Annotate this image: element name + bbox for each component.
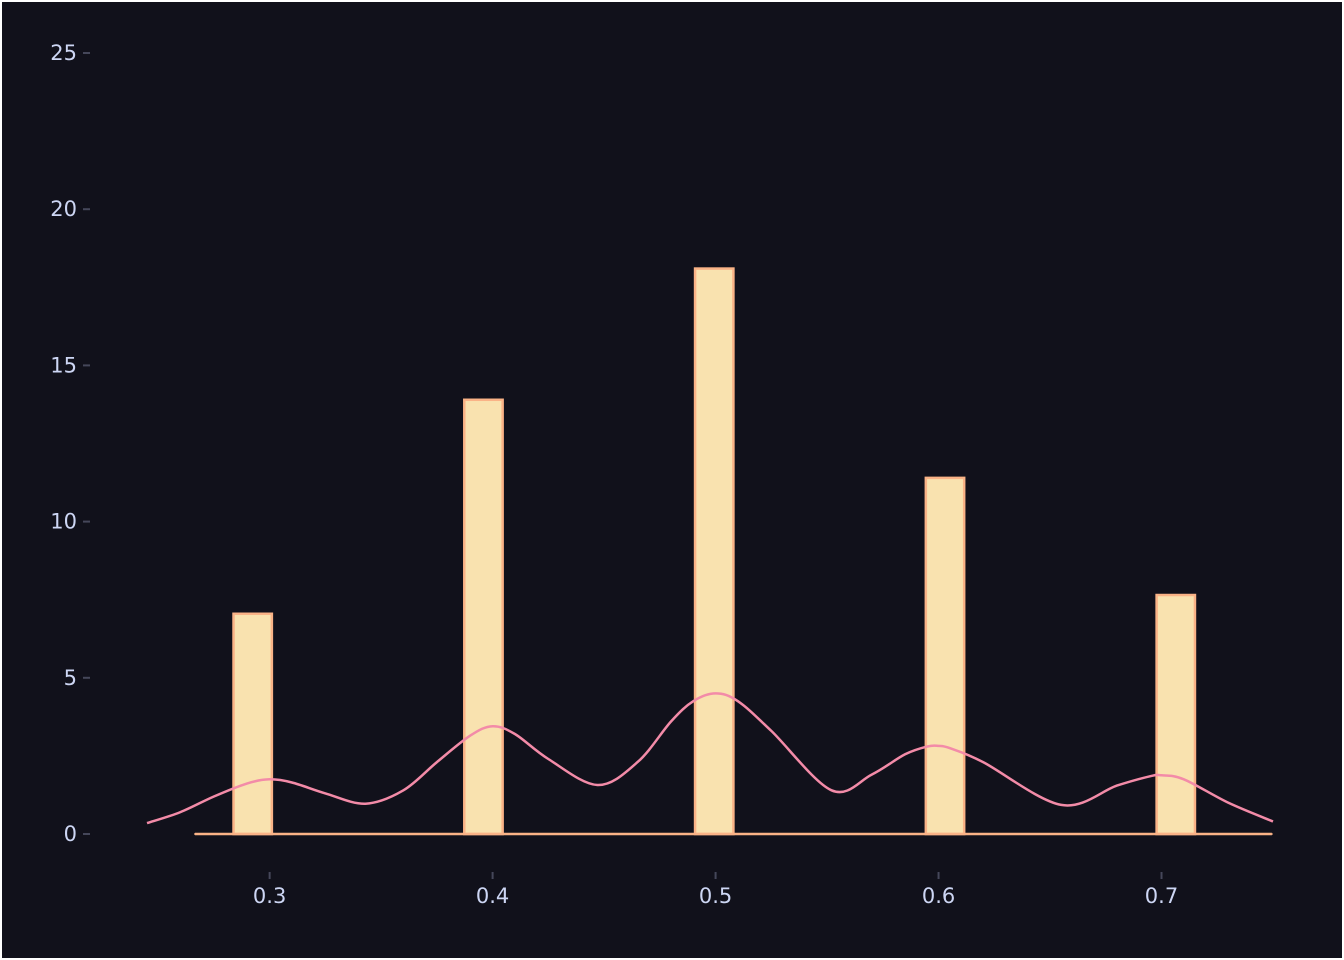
y-tick-label: 20 [50,197,77,221]
histogram-bar [693,267,735,836]
y-tick-label: 0 [64,822,77,846]
x-tick-label: 0.3 [253,884,286,908]
histogram-bars [194,267,1273,836]
histogram-bar [463,398,504,836]
y-tick-label: 10 [50,510,77,534]
y-axis: 0 5 10 15 20 25 [50,41,90,846]
y-tick-label: 15 [50,353,77,377]
histogram-bar [232,612,274,836]
histogram-bar [1155,593,1197,836]
y-tick-label: 25 [50,41,77,65]
y-tick-label: 5 [64,666,77,690]
x-tick-label: 0.6 [922,884,955,908]
x-tick-label: 0.5 [699,884,732,908]
x-tick-label: 0.4 [476,884,509,908]
x-axis: 0.3 0.4 0.5 0.6 0.7 [253,872,1178,908]
x-tick-label: 0.7 [1145,884,1178,908]
histogram-bar [924,476,966,836]
kde-curve [146,692,1274,825]
